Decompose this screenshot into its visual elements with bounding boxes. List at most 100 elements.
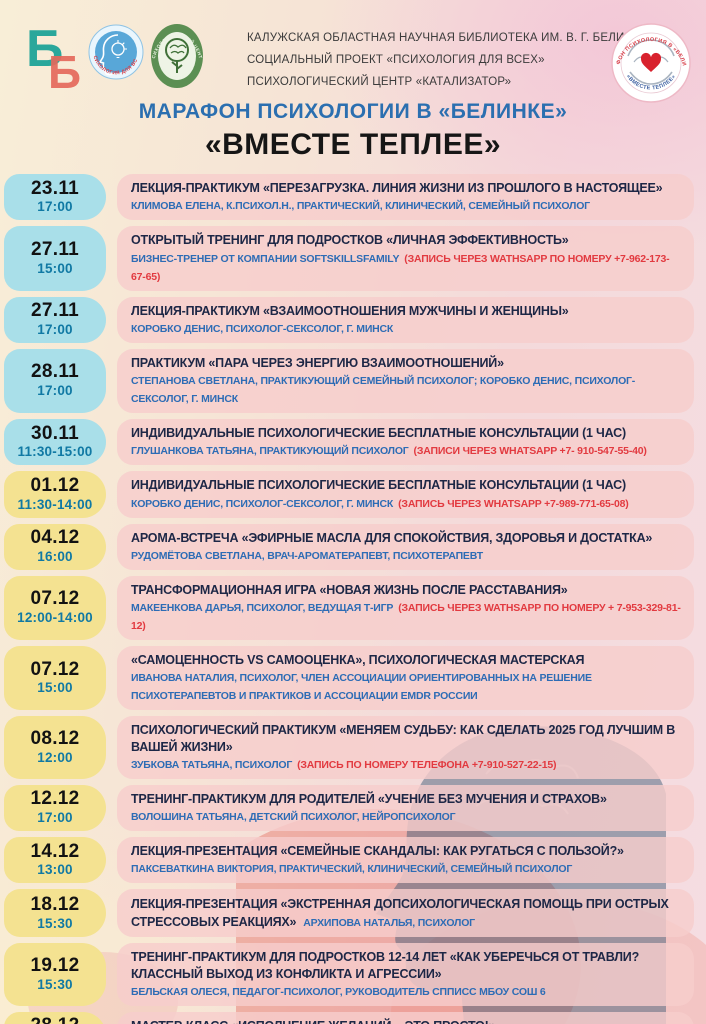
event-content: МАСТЕР-КЛАСС «ИСПОЛНЕНИЕ ЖЕЛАНИЙ – ЭТО П… <box>131 1018 682 1024</box>
event-speakers: ВОЛОШИНА ТАТЬЯНА, ДЕТСКИЙ ПСИХОЛОГ, НЕЙР… <box>131 811 456 823</box>
event-title: ПСИХОЛОГИЧЕСКИЙ ПРАКТИКУМ «МЕНЯЕМ СУДЬБУ… <box>131 723 676 754</box>
event-title: ИНДИВИДУАЛЬНЫЕ ПСИХОЛОГИЧЕСКИЕ БЕСПЛАТНЫ… <box>131 478 626 493</box>
event-title: ЛЕКЦИЯ-ПРАКТИКУМ «ПЕРЕЗАГРУЗКА. ЛИНИЯ ЖИ… <box>131 181 663 195</box>
schedule-row: 04.12 16:00 АРОМА-ВСТРЕЧА «ЭФИРНЫЕ МАСЛА… <box>4 523 694 570</box>
event-note: (ЗАПИСЬ ЧЕРЕЗ WATHSAPP ПО НОМЕРУ +7-962-… <box>131 252 670 283</box>
library-monogram-icon: Б Б <box>26 20 81 90</box>
event-note: (ЗАПИСЬ ЧЕРЕЗ WHATSAPP +7-989-771-65-08) <box>398 497 629 510</box>
date-pill: 18.12 15:30 <box>4 889 106 938</box>
event-note: (ЗАПИСЬ ЧЕРЕЗ WATHSAPP ПО НОМЕРУ + 7-953… <box>131 602 681 632</box>
event-speakers: СТЕПАНОВА СВЕТЛАНА, ПРАКТИКУЮЩИЙ СЕМЕЙНЫ… <box>131 375 636 405</box>
event-speakers: КЛИМОВА ЕЛЕНА, К.ПСИХОЛ.Н., ПРАКТИЧЕСКИЙ… <box>131 200 590 213</box>
schedule-row: 12.12 17:00 ТРЕНИНГ-ПРАКТИКУМ ДЛЯ РОДИТЕ… <box>4 784 694 831</box>
event-speakers: ЗУБКОВА ТАТЬЯНА, ПСИХОЛОГ <box>131 758 293 771</box>
event-date: 27.11 <box>31 300 79 322</box>
event-card: ОТКРЫТЫЙ ТРЕНИНГ ДЛЯ ПОДРОСТКОВ «ЛИЧНАЯ … <box>117 226 694 291</box>
event-card: ИНДИВИДУАЛЬНЫЕ ПСИХОЛОГИЧЕСКИЕ БЕСПЛАТНЫ… <box>117 419 694 466</box>
schedule-row: 23.11 17:00 ЛЕКЦИЯ-ПРАКТИКУМ «ПЕРЕЗАГРУЗ… <box>4 174 694 221</box>
event-content: ТРЕНИНГ-ПРАКТИКУМ ДЛЯ РОДИТЕЛЕЙ «УЧЕНИЕ … <box>131 791 682 825</box>
schedule-row: 08.12 12:00 ПСИХОЛОГИЧЕСКИЙ ПРАКТИКУМ «М… <box>4 716 694 779</box>
event-content: ЛЕКЦИЯ-ПРАКТИКУМ «ВЗАИМООТНОШЕНИЯ МУЖЧИН… <box>131 303 682 337</box>
catalyst-center-logo-icon: ПСИХОЛОГИЧЕСКИЙ ЦЕНТР «КАТАЛИЗАТОР» <box>150 22 203 88</box>
event-note: (ЗАПИСИ ЧЕРЕЗ WHATSAPP +7- 910-547-55-40… <box>413 445 647 458</box>
event-date: 04.12 <box>30 527 80 549</box>
date-pill: 27.11 15:00 <box>4 226 106 291</box>
event-time: 17:00 <box>37 383 73 399</box>
event-date: 18.12 <box>30 893 80 915</box>
svg-text:Б: Б <box>26 20 63 78</box>
event-note: (ЗАПИСЬ ПО НОМЕРУ ТЕЛЕФОНА +7-910-527-22… <box>297 758 557 771</box>
event-date: 07.12 <box>30 588 80 610</box>
event-content: ИНДИВИДУАЛЬНЫЕ ПСИХОЛОГИЧЕСКИЕ БЕСПЛАТНЫ… <box>131 425 682 459</box>
event-title: АРОМА-ВСТРЕЧА «ЭФИРНЫЕ МАСЛА ДЛЯ СПОКОЙС… <box>131 530 653 545</box>
header: Б Б ПСИХОЛОГИЯ ДЛЯ ВСЕХ ПС <box>0 0 706 103</box>
event-content: «САМОЦЕННОСТЬ VS САМООЦЕНКА», ПСИХОЛОГИЧ… <box>131 652 682 704</box>
event-card: ЛЕКЦИЯ-ПРАКТИКУМ «ВЗАИМООТНОШЕНИЯ МУЖЧИН… <box>117 296 694 343</box>
svg-text:Б: Б <box>48 46 81 90</box>
event-date: 14.12 <box>30 840 80 862</box>
event-time: 15:00 <box>37 260 73 276</box>
event-card: ПРАКТИКУМ «ПАРА ЧЕРЕЗ ЭНЕРГИЮ ВЗАИМООТНО… <box>117 348 694 413</box>
date-pill: 04.12 16:00 <box>4 523 106 570</box>
event-time: 12:00-14:00 <box>17 610 93 626</box>
event-title: ТРЕНИНГ-ПРАКТИКУМ ДЛЯ ПОДРОСТКОВ 12-14 Л… <box>131 950 640 981</box>
schedule-row: 07.12 12:00-14:00 ТРАНСФОРМАЦИОННАЯ ИГРА… <box>4 575 694 640</box>
event-content: ТРАНСФОРМАЦИОННАЯ ИГРА «НОВАЯ ЖИЗНЬ ПОСЛ… <box>131 582 682 634</box>
organizer-line-3: ПСИХОЛОГИЧЕСКИЙ ЦЕНТР «КАТАЛИЗАТОР» <box>247 76 512 88</box>
event-date: 01.12 <box>30 474 80 496</box>
event-card: МАСТЕР-КЛАСС «ИСПОЛНЕНИЕ ЖЕЛАНИЙ – ЭТО П… <box>117 1011 694 1024</box>
event-date: 28.12 <box>30 1015 79 1024</box>
social-project-logo-icon: ПСИХОЛОГИЯ ДЛЯ ВСЕХ <box>88 22 144 80</box>
event-card: АРОМА-ВСТРЕЧА «ЭФИРНЫЕ МАСЛА ДЛЯ СПОКОЙС… <box>117 523 694 570</box>
event-speakers: ИВАНОВА НАТАЛИЯ, ПСИХОЛОГ, ЧЛЕН АССОЦИАЦ… <box>131 672 592 703</box>
event-title: МАСТЕР-КЛАСС «ИСПОЛНЕНИЕ ЖЕЛАНИЙ – ЭТО П… <box>131 1018 682 1024</box>
event-speakers: РУДОМЁТОВА СВЕТЛАНА, ВРАЧ-АРОМАТЕРАПЕВТ,… <box>131 549 483 562</box>
date-pill: 27.11 17:00 <box>4 296 106 343</box>
event-card: ЛЕКЦИЯ-ПРЕЗЕНТАЦИЯ «ЭКСТРЕННАЯ ДОПСИХОЛО… <box>117 889 694 938</box>
event-title: «САМОЦЕННОСТЬ VS САМООЦЕНКА», ПСИХОЛОГИЧ… <box>131 653 585 667</box>
event-time: 11:30-14:00 <box>17 496 93 512</box>
event-date: 08.12 <box>30 727 80 749</box>
event-speakers: МАКЕЕНКОВА ДАРЬЯ, ПСИХОЛОГ, ВЕДУЩАЯ Т-ИГ… <box>131 602 394 614</box>
event-title: ЛЕКЦИЯ-ПРЕЗЕНТАЦИЯ «СЕМЕЙНЫЕ СКАНДАЛЫ: К… <box>131 844 624 858</box>
schedule-row: 07.12 15:00 «САМОЦЕННОСТЬ VS САМООЦЕНКА»… <box>4 646 694 711</box>
event-content: ПСИХОЛОГИЧЕСКИЙ ПРАКТИКУМ «МЕНЯЕМ СУДЬБУ… <box>131 722 682 773</box>
event-date: 28.11 <box>31 361 79 383</box>
event-title: ПРАКТИКУМ «ПАРА ЧЕРЕЗ ЭНЕРГИЮ ВЗАИМООТНО… <box>131 355 504 370</box>
event-content: ИНДИВИДУАЛЬНЫЕ ПСИХОЛОГИЧЕСКИЕ БЕСПЛАТНЫ… <box>131 477 682 511</box>
date-pill: 07.12 15:00 <box>4 646 106 711</box>
event-date: 30.11 <box>31 422 79 444</box>
event-speakers: БЕЛЬСКАЯ ОЛЕСЯ, ПЕДАГОГ-ПСИХОЛОГ, РУКОВО… <box>131 985 546 998</box>
event-content: ЛЕКЦИЯ-ПРЕЗЕНТАЦИЯ «СЕМЕЙНЫЕ СКАНДАЛЫ: К… <box>131 843 682 877</box>
schedule-row: 28.11 17:00 ПРАКТИКУМ «ПАРА ЧЕРЕЗ ЭНЕРГИ… <box>4 348 694 413</box>
event-speakers: АРХИПОВА НАТАЛЬЯ, ПСИХОЛОГ <box>303 917 475 930</box>
event-content: АРОМА-ВСТРЕЧА «ЭФИРНЫЕ МАСЛА ДЛЯ СПОКОЙС… <box>131 530 682 564</box>
event-time: 17:00 <box>37 199 73 215</box>
event-content: ЛЕКЦИЯ-ПРЕЗЕНТАЦИЯ «ЭКСТРЕННАЯ ДОПСИХОЛО… <box>131 895 682 931</box>
event-speakers: БИЗНЕС-ТРЕНЕР ОТ КОМПАНИИ SOFTSKILLSFAMI… <box>131 252 400 265</box>
event-speakers: ПАКСЕВАТКИНА ВИКТОРИЯ, ПРАКТИЧЕСКИЙ, КЛИ… <box>131 863 573 876</box>
event-card: ПСИХОЛОГИЧЕСКИЙ ПРАКТИКУМ «МЕНЯЕМ СУДЬБУ… <box>117 716 694 779</box>
event-date: 27.11 <box>31 238 79 260</box>
event-time: 15:30 <box>37 976 73 992</box>
date-pill: 01.12 11:30-14:00 <box>4 471 106 518</box>
event-card: ТРАНСФОРМАЦИОННАЯ ИГРА «НОВАЯ ЖИЗНЬ ПОСЛ… <box>117 575 694 640</box>
date-pill: 28.11 17:00 <box>4 348 106 413</box>
date-pill: 12.12 17:00 <box>4 784 106 831</box>
poster-title-line2: «ВМЕСТЕ ТЕПЛЕЕ» <box>204 128 502 161</box>
schedule-list: 23.11 17:00 ЛЕКЦИЯ-ПРАКТИКУМ «ПЕРЕЗАГРУЗ… <box>0 174 706 1024</box>
organizer-lines: КАЛУЖСКАЯ ОБЛАСТНАЯ НАУЧНАЯ БИБЛИОТЕКА И… <box>247 27 672 93</box>
event-time: 11:30-15:00 <box>17 444 93 460</box>
titles: МАРАФОН ПСИХОЛОГИИ В «БЕЛИНКЕ» «ВМЕСТЕ Т… <box>0 100 706 162</box>
event-title: ОТКРЫТЫЙ ТРЕНИНГ ДЛЯ ПОДРОСТКОВ «ЛИЧНАЯ … <box>131 233 569 248</box>
organizer-line-1: КАЛУЖСКАЯ ОБЛАСТНАЯ НАУЧНАЯ БИБЛИОТЕКА И… <box>247 32 673 44</box>
event-date: 12.12 <box>30 788 80 810</box>
event-content: ОТКРЫТЫЙ ТРЕНИНГ ДЛЯ ПОДРОСТКОВ «ЛИЧНАЯ … <box>131 232 682 284</box>
date-pill: 23.11 17:00 <box>4 174 106 221</box>
schedule-row: 19.12 15:30 ТРЕНИНГ-ПРАКТИКУМ ДЛЯ ПОДРОС… <box>4 943 694 1006</box>
event-card: ИНДИВИДУАЛЬНЫЕ ПСИХОЛОГИЧЕСКИЕ БЕСПЛАТНЫ… <box>117 471 694 518</box>
event-date: 19.12 <box>30 954 80 976</box>
event-content: ЛЕКЦИЯ-ПРАКТИКУМ «ПЕРЕЗАГРУЗКА. ЛИНИЯ ЖИ… <box>131 180 682 214</box>
event-title: ИНДИВИДУАЛЬНЫЕ ПСИХОЛОГИЧЕСКИЕ БЕСПЛАТНЫ… <box>131 426 626 440</box>
